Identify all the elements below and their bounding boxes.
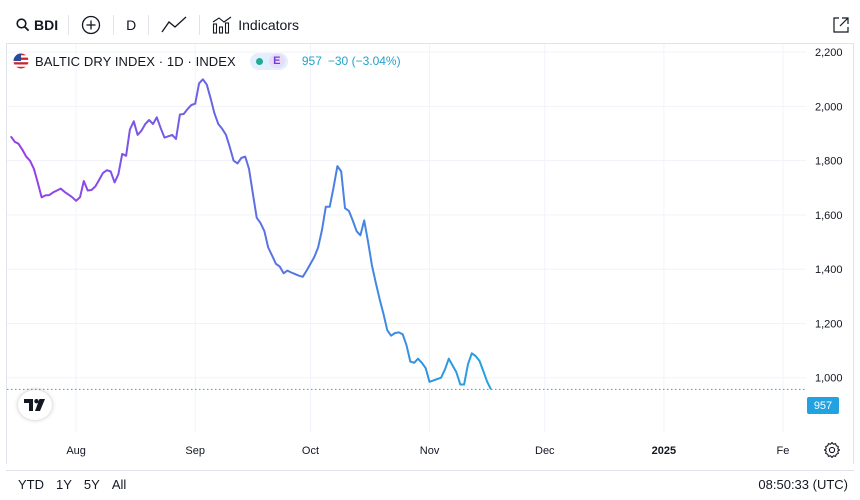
legend-last-value: 957 xyxy=(301,54,322,68)
tradingview-logo-icon xyxy=(24,399,45,411)
utc-clock: 08:50:33 (UTC) xyxy=(758,477,848,492)
y-tick-label: 1,800 xyxy=(815,156,843,168)
symbol-search-button[interactable]: BDI xyxy=(6,6,68,43)
toolbar-divider xyxy=(148,14,150,35)
range-ytd-button[interactable]: YTD xyxy=(18,477,44,492)
range-all-button[interactable]: All xyxy=(111,477,127,492)
toolbar-divider xyxy=(68,14,70,35)
plus-circle-icon xyxy=(81,15,101,34)
y-tick-label: 2,200 xyxy=(815,47,843,59)
market-status-badge[interactable]: E xyxy=(249,52,288,70)
y-tick-label: 1,200 xyxy=(815,318,843,330)
legend-title[interactable]: BALTIC DRY INDEX · 1D · INDEX xyxy=(35,53,236,69)
chart-legend: BALTIC DRY INDEX · 1D · INDEX E 957 −30 … xyxy=(13,52,401,70)
x-tick-label: Aug xyxy=(66,445,86,457)
indicators-button[interactable]: Indicators xyxy=(200,6,311,43)
series-line-bdi xyxy=(9,78,492,390)
exchange-badge: E xyxy=(268,54,285,68)
tradingview-logo[interactable] xyxy=(18,390,52,420)
indicators-label: Indicators xyxy=(238,16,299,33)
x-tick-label: 2025 xyxy=(652,445,676,457)
settings-gear-icon[interactable] xyxy=(823,441,841,459)
search-icon xyxy=(16,17,30,31)
toolbar-divider xyxy=(199,14,201,35)
y-tick-label: 1,000 xyxy=(815,373,843,385)
external-link-icon xyxy=(833,16,849,33)
y-tick-label: 1,400 xyxy=(815,264,843,276)
indicators-icon xyxy=(212,16,232,34)
open-external-button[interactable] xyxy=(820,6,854,43)
line-chart-icon xyxy=(161,16,187,32)
toolbar-divider xyxy=(113,14,115,35)
status-dot-icon xyxy=(255,57,263,65)
interval-button[interactable]: D xyxy=(126,16,137,33)
last-price-tag: 957 xyxy=(807,397,839,414)
x-tick-label: Oct xyxy=(302,445,319,457)
legend-change: −30 (−3.04%) xyxy=(327,54,401,68)
x-tick-label: Fe xyxy=(777,445,790,457)
x-tick-label: Dec xyxy=(535,445,555,457)
chart-type-button[interactable] xyxy=(149,6,199,43)
bottom-toolbar: YTD 1Y 5Y All 08:50:33 (UTC) xyxy=(6,470,854,498)
symbol-name: BDI xyxy=(34,16,59,33)
compare-symbol-button[interactable] xyxy=(69,6,113,43)
us-flag-icon xyxy=(13,53,29,69)
range-1y-button[interactable]: 1Y xyxy=(56,477,72,492)
chart-frame xyxy=(6,44,854,464)
y-tick-label: 1,600 xyxy=(815,210,843,222)
x-tick-label: Nov xyxy=(420,445,440,457)
y-tick-label: 2,000 xyxy=(815,101,843,113)
top-toolbar: BDI D Indicators xyxy=(6,6,854,44)
x-tick-label: Sep xyxy=(185,445,205,457)
range-5y-button[interactable]: 5Y xyxy=(83,477,100,492)
